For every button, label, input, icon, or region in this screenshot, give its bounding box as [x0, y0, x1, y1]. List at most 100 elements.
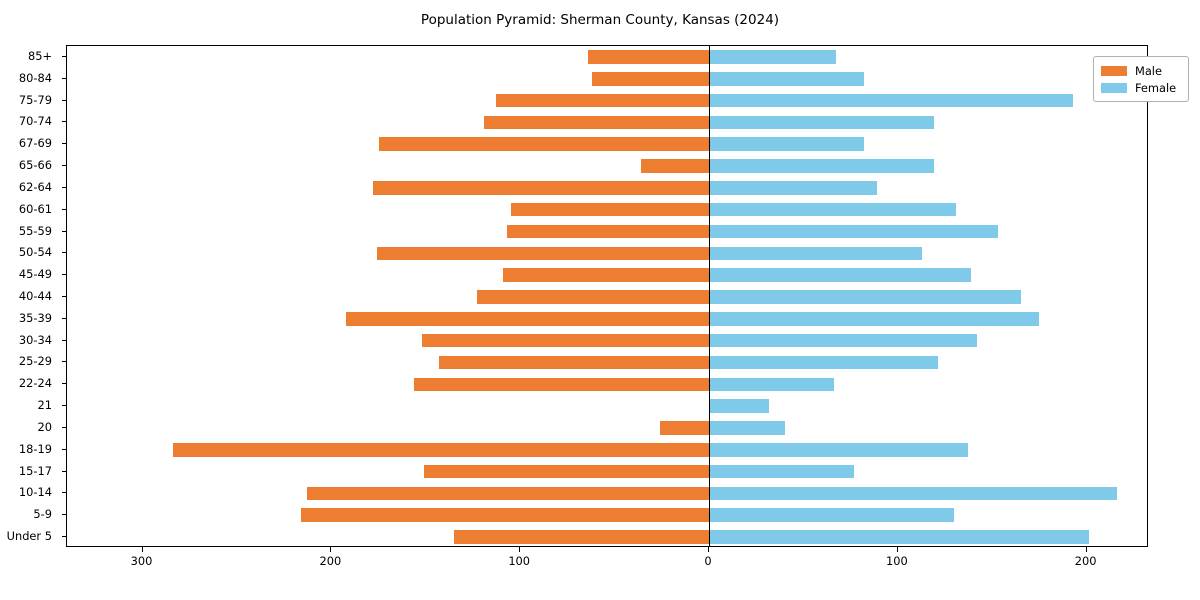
bar-male-85- [588, 50, 710, 64]
y-tick-mark [62, 99, 67, 101]
bar-female-45-49 [709, 268, 972, 282]
bar-female-50-54 [709, 246, 923, 261]
x-tick-mark [330, 547, 332, 552]
chart-legend: Male Female [1093, 56, 1189, 102]
y-tick-label: 18-19 [18, 441, 52, 456]
x-tick-label: 200 [1074, 554, 1097, 568]
bar-male-50-54 [376, 246, 709, 261]
y-tick-mark [62, 361, 67, 363]
y-tick-label: 55-59 [18, 223, 52, 238]
x-tick-label: 100 [885, 554, 908, 568]
legend-label-female: Female [1135, 80, 1177, 95]
bar-female-75-79 [709, 93, 1074, 108]
bar-female-70-74 [709, 115, 934, 130]
x-tick-label: 100 [508, 554, 531, 568]
y-tick-mark [62, 165, 67, 167]
y-tick-mark [62, 296, 67, 297]
bar-male-62-64 [372, 181, 709, 195]
legend-item-female[interactable]: Female [1101, 79, 1181, 96]
bar-female-40-44 [709, 290, 1021, 304]
plot-inner [67, 46, 1147, 546]
y-tick-label: 45-49 [18, 267, 52, 282]
bar-male-60-61 [510, 202, 710, 217]
bar-male-40-44 [476, 290, 709, 304]
bar-male-70-74 [484, 115, 710, 130]
y-tick-mark [62, 492, 67, 494]
legend-swatch-male [1101, 65, 1127, 76]
y-tick-mark [62, 317, 67, 319]
bar-male-25-29 [438, 355, 709, 370]
bar-male-65-66 [641, 159, 709, 173]
bar-male-20 [659, 421, 710, 435]
bar-female-35-39 [709, 312, 1040, 326]
x-tick-label: 0 [704, 554, 712, 568]
y-tick-mark [62, 186, 67, 188]
y-tick-mark [62, 274, 67, 276]
bar-female-55-59 [709, 224, 998, 239]
y-tick-label: 65-66 [18, 158, 52, 173]
y-tick-label: 30-34 [18, 332, 52, 347]
bar-male-45-49 [503, 268, 709, 282]
x-tick-mark [519, 547, 521, 552]
y-tick-label: 50-54 [18, 245, 52, 260]
y-tick-label: 15-17 [18, 463, 52, 478]
bar-female-10-14 [709, 486, 1117, 501]
bar-male-75-79 [495, 93, 710, 108]
y-tick-mark [62, 339, 67, 341]
y-tick-mark [62, 514, 67, 516]
y-tick-label: 60-61 [18, 201, 52, 216]
x-tick-mark [896, 547, 898, 552]
y-tick-mark [62, 405, 67, 407]
y-tick-mark [62, 143, 67, 145]
y-tick-mark [62, 252, 67, 254]
y-tick-label: 10-14 [18, 485, 52, 500]
bar-female-under-5 [709, 530, 1089, 544]
bar-female-80-84 [709, 71, 864, 86]
y-tick-label: 25-29 [18, 354, 52, 369]
bar-female-5-9 [709, 508, 955, 523]
bar-female-65-66 [709, 159, 934, 173]
x-tick-label: 200 [319, 554, 342, 568]
bar-female-85- [709, 50, 836, 64]
y-tick-label: Under 5 [6, 529, 52, 544]
legend-label-male: Male [1135, 63, 1162, 78]
bar-female-22-24 [709, 377, 834, 392]
bar-male-22-24 [414, 377, 709, 392]
chart-title: Population Pyramid: Sherman County, Kans… [420, 12, 780, 28]
zero-axis-line [708, 46, 710, 546]
legend-item-male[interactable]: Male [1101, 62, 1181, 79]
bar-male-under-5 [454, 530, 709, 544]
bar-female-20 [709, 421, 785, 435]
y-tick-label: 75-79 [18, 92, 52, 107]
legend-swatch-female [1101, 82, 1127, 93]
y-tick-mark [62, 121, 67, 123]
y-tick-label: 70-74 [18, 114, 52, 129]
y-tick-mark [62, 426, 67, 428]
y-tick-label: 85+ [27, 48, 52, 63]
bar-male-67-69 [378, 137, 710, 151]
bar-female-15-17 [709, 464, 855, 479]
y-tick-label: 80-84 [18, 70, 52, 85]
bar-female-30-34 [709, 333, 978, 348]
bar-female-25-29 [709, 355, 938, 370]
x-tick-mark [1085, 547, 1087, 552]
x-tick-mark [708, 547, 710, 552]
bar-female-60-61 [709, 202, 957, 217]
bar-male-80-84 [591, 71, 709, 86]
y-tick-mark [62, 383, 67, 385]
plot-area [66, 45, 1148, 547]
y-tick-label: 20 [37, 419, 53, 434]
y-tick-mark [62, 230, 67, 232]
y-tick-label: 35-39 [18, 310, 52, 325]
bar-female-21 [709, 399, 770, 413]
x-tick-mark [141, 547, 143, 552]
y-tick-mark [62, 536, 67, 538]
bar-male-10-14 [306, 486, 710, 501]
bar-male-5-9 [301, 508, 709, 523]
x-tick-label: 300 [130, 554, 153, 568]
y-tick-label: 21 [37, 398, 53, 413]
y-tick-mark [62, 448, 67, 450]
y-tick-label: 22-24 [18, 376, 52, 391]
bar-female-62-64 [709, 181, 878, 195]
